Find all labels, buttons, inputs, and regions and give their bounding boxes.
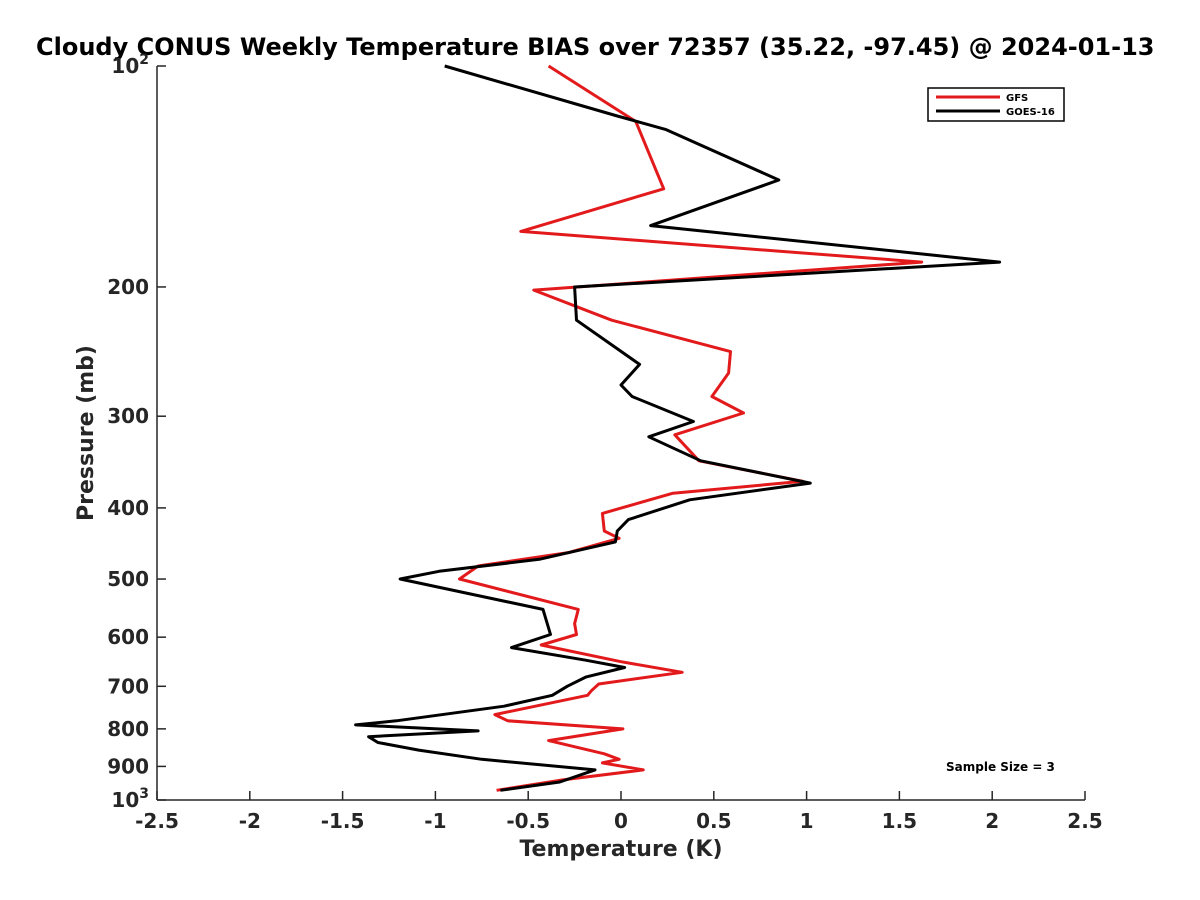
series-line-goes16 [354,64,1002,792]
y-tick-label: 103 [111,786,149,812]
legend-box [927,87,1065,122]
y-tick-label: 300 [107,404,149,428]
legend-label-goes16: GOES-16 [1006,107,1055,118]
series-layer [354,64,1002,792]
chart-title: Cloudy CONUS Weekly Temperature BIAS ove… [36,33,1154,61]
series-line-gfs [458,64,924,792]
x-tick-label: 0 [614,809,628,833]
x-tick-label: -1 [424,809,446,833]
y-tick-label: 102 [111,52,149,78]
x-tick-label: -1.5 [321,809,365,833]
x-tick-label: 1.5 [882,809,917,833]
legend: GFS GOES-16 [927,87,1065,122]
x-axis-label: Temperature (K) [519,837,722,862]
y-tick-label: 700 [107,674,149,698]
x-tick-label: -2.5 [135,809,179,833]
x-tick-label: 1 [800,809,814,833]
x-ticks: -2.5 -2 -1.5 -1 -0.5 0 0.5 1 1.5 2 2.5 [135,791,1103,833]
x-tick-label: -0.5 [506,809,550,833]
x-tick-label: 0.5 [696,809,731,833]
y-tick-label: 800 [107,717,149,741]
plot-area: -2.5 -2 -1.5 -1 -0.5 0 0.5 1 1.5 2 2.5 102 200 300 40… [107,52,1102,833]
y-tick-label: 900 [107,754,149,778]
x-tick-label: -2 [239,809,261,833]
sample-size-annotation: Sample Size = 3 [946,760,1055,774]
y-tick-label: 500 [107,567,149,591]
y-tick-label: 600 [107,625,149,649]
x-tick-label: 2.5 [1067,809,1102,833]
y-ticks: 102 200 300 400 500 600 700 800 900 103 [107,52,166,812]
x-tick-label: 2 [985,809,999,833]
y-tick-label: 400 [107,496,149,520]
legend-label-gfs: GFS [1006,93,1028,104]
y-tick-label: 200 [107,275,149,299]
y-axis-label: Pressure (mb) [74,345,99,521]
